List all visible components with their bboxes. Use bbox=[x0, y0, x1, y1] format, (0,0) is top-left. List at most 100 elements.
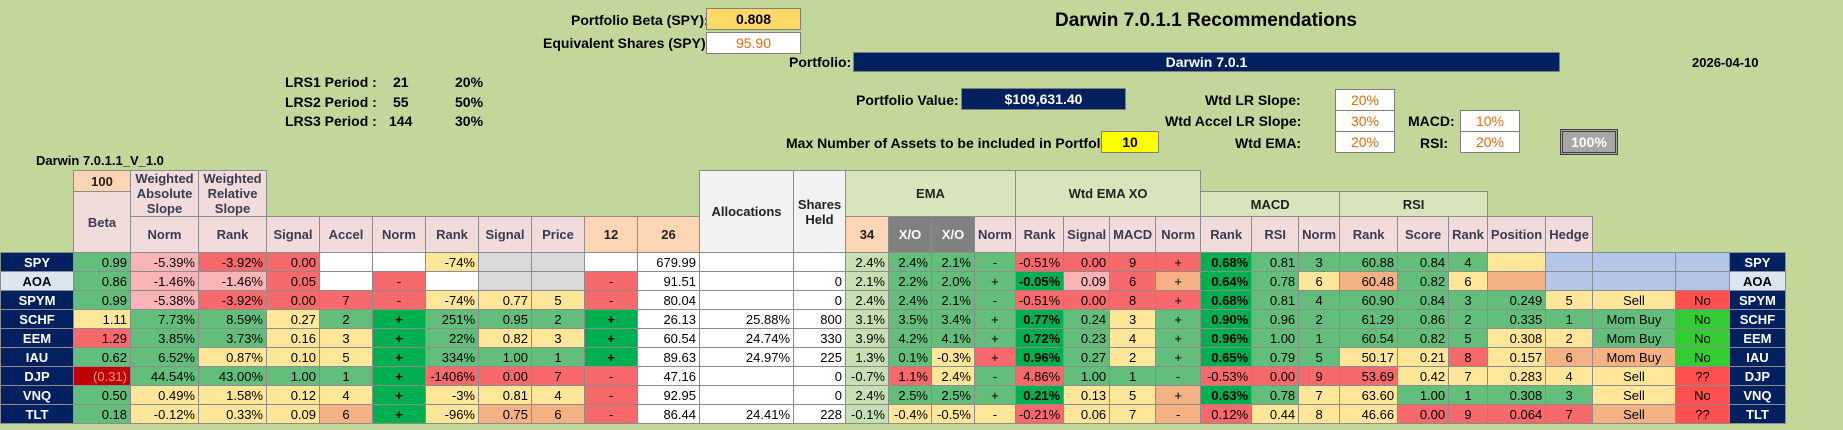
macd-weight-label: MACD: bbox=[1408, 113, 1455, 129]
cell-n5: 0.42 bbox=[1397, 366, 1450, 386]
cell-xo: + bbox=[974, 328, 1016, 348]
cell-s2: - bbox=[584, 290, 638, 310]
cell-e34: -0.5% bbox=[931, 404, 975, 424]
cell-e12: 2.4% bbox=[845, 252, 889, 272]
cell-n1: 0.09 bbox=[266, 404, 320, 424]
table-row[interactable]: TLT 0.18 -0.12% 0.33% 0.09 6 + -96% 0.75 6-86.44 2… bbox=[0, 404, 1786, 424]
cell-wxo: -0.51% bbox=[1014, 290, 1065, 310]
recommendations-table: 100 Weighted Absolute Slope Weighted Rel… bbox=[0, 170, 1786, 424]
ticker-right: SPYM bbox=[1728, 290, 1786, 310]
wtd-ema-value[interactable]: 20% bbox=[1335, 131, 1395, 153]
table-row[interactable]: SPY 0.99 -5.39% -3.92% 0.00 -74% 679.99 2.4% 2.4… bbox=[0, 252, 1786, 272]
cell-pos: Mom Buy bbox=[1591, 328, 1676, 348]
cell-e34: 2.1% bbox=[931, 252, 975, 272]
cell-hedge: ?? bbox=[1674, 404, 1730, 424]
col-norm-3: Norm bbox=[974, 216, 1016, 253]
cell-n2 bbox=[478, 271, 532, 291]
table-row[interactable]: AOA 0.86 -1.46% -1.46% 0.05- -91.51 0 2.1% 2.2% 2… bbox=[0, 271, 1786, 291]
cell-acc: -74% bbox=[425, 252, 479, 272]
portfolio-name[interactable]: Darwin 7.0.1 bbox=[853, 52, 1560, 72]
cell-rsi: 63.60 bbox=[1339, 385, 1399, 405]
cell-hedge: No bbox=[1674, 328, 1730, 348]
cell-n3: 1.00 bbox=[1063, 366, 1111, 386]
cell-acc: -96% bbox=[425, 404, 479, 424]
cell-was: -1.46% bbox=[130, 271, 199, 291]
cell-wrs: 0.87% bbox=[198, 347, 267, 367]
cell-sh: 0 bbox=[793, 385, 846, 405]
cell-hedge: No bbox=[1674, 309, 1730, 329]
cell-e34: 2.5% bbox=[931, 385, 975, 405]
ticker-left: DJP bbox=[0, 366, 74, 386]
cell-rsi: 60.54 bbox=[1339, 328, 1399, 348]
group-macd: MACD bbox=[1200, 191, 1341, 217]
cell-r5: 9 bbox=[1448, 404, 1488, 424]
cell-n4: 0.78 bbox=[1251, 271, 1300, 291]
cell-macd: 0.12% bbox=[1200, 404, 1253, 424]
cell-n1: 0.00 bbox=[266, 290, 320, 310]
cell-r1: 3 bbox=[319, 328, 373, 348]
cell-s1: + bbox=[372, 366, 426, 386]
cell-r2: 3 bbox=[531, 328, 585, 348]
cell-n3: 0.13 bbox=[1063, 385, 1111, 405]
cell-s2: - bbox=[584, 271, 638, 291]
cell-pos: Mom Buy bbox=[1591, 309, 1676, 329]
cell-s1: + bbox=[372, 404, 426, 424]
col-weighted-relative-slope: Weighted Relative Slope bbox=[198, 170, 267, 217]
cell-xo: - bbox=[974, 404, 1016, 424]
table-row[interactable]: SPYM 0.99 -5.38% -3.92% 0.00 7- -74% 0.77 5-80.0… bbox=[0, 290, 1786, 310]
cell-score bbox=[1486, 252, 1547, 272]
cell-hedge bbox=[1674, 252, 1730, 272]
col-rank-6: Rank bbox=[1448, 216, 1488, 253]
table-row[interactable]: SCHF 1.11 7.73% 8.59% 0.27 2 +251% 0.95 2 +26.13 2… bbox=[0, 309, 1786, 329]
lrs2-pct: 50% bbox=[455, 94, 484, 110]
cell-score: 0.249 bbox=[1486, 290, 1547, 310]
cell-e26: 2.4% bbox=[888, 252, 932, 272]
cell-acc: 22% bbox=[425, 328, 479, 348]
cell-s3: + bbox=[1155, 290, 1202, 310]
cell-wrs: 0.33% bbox=[198, 404, 267, 424]
cell-r1: 6 bbox=[319, 404, 373, 424]
cell-r3: 2 bbox=[1109, 347, 1157, 367]
cell-beta: 0.99 bbox=[73, 252, 131, 272]
cell-e26: -0.4% bbox=[888, 404, 932, 424]
cell-r3: 3 bbox=[1109, 309, 1157, 329]
cell-n5: 0.84 bbox=[1397, 290, 1450, 310]
table-row[interactable]: VNQ 0.50 0.49% 1.58% 0.12 4 + -3% 0.81 4-92.95 0 2.… bbox=[0, 385, 1786, 405]
cell-s1 bbox=[372, 252, 426, 272]
portfolio-value[interactable]: $109,631.40 bbox=[961, 88, 1126, 110]
cell-n3: 0.27 bbox=[1063, 347, 1111, 367]
table-row[interactable]: DJP (0.31) 44.54% 43.00% 1.00 1 + -1406% 0.00 7-4… bbox=[0, 366, 1786, 386]
cell-beta: 0.99 bbox=[73, 290, 131, 310]
cell-was: 3.85% bbox=[130, 328, 199, 348]
table-row[interactable]: IAU 0.62 6.52% 0.87% 0.10 5 +334% 1.00 1 +89.63 24… bbox=[0, 347, 1786, 367]
macd-weight-value[interactable]: 10% bbox=[1460, 110, 1520, 132]
cell-sh: 330 bbox=[793, 328, 846, 348]
wtd-accel-value[interactable]: 30% bbox=[1335, 110, 1395, 132]
max-assets-value[interactable]: 10 bbox=[1101, 131, 1159, 153]
col-beta: Beta bbox=[73, 191, 131, 253]
equivalent-shares-value[interactable]: 95.90 bbox=[706, 32, 801, 54]
cell-r2 bbox=[531, 252, 585, 272]
cell-r2: 7 bbox=[531, 366, 585, 386]
cell-pos: Sell bbox=[1591, 290, 1676, 310]
cell-acc: -1406% bbox=[425, 366, 479, 386]
rsi-weight-value[interactable]: 20% bbox=[1460, 131, 1520, 153]
cell-wxo: -0.05% bbox=[1014, 271, 1065, 291]
lrs3-period: 144 bbox=[389, 113, 413, 129]
cell-xo: + bbox=[974, 347, 1016, 367]
cell-n2 bbox=[478, 252, 532, 272]
cell-n4: 0.00 bbox=[1251, 366, 1300, 386]
cell-macd: 0.63% bbox=[1200, 385, 1253, 405]
cell-alloc: 24.97% bbox=[699, 347, 794, 367]
cell-price: 60.54 bbox=[637, 328, 700, 348]
cell-n1: 0.05 bbox=[266, 271, 320, 291]
cell-acc: -74% bbox=[425, 290, 479, 310]
cell-r5: 7 bbox=[1448, 366, 1488, 386]
ticker-right: VNQ bbox=[1728, 385, 1786, 405]
cell-r5: 6 bbox=[1448, 271, 1488, 291]
table-row[interactable]: EEM 1.29 3.85% 3.73% 0.16 3 +22% 0.82 3 +60.54 24.… bbox=[0, 328, 1786, 348]
portfolio-beta-value[interactable]: 0.808 bbox=[706, 8, 801, 30]
cell-r6 bbox=[1545, 271, 1593, 291]
total-weight-button[interactable]: 100% bbox=[1560, 129, 1618, 155]
wtd-lr-slope-value[interactable]: 20% bbox=[1335, 89, 1395, 111]
